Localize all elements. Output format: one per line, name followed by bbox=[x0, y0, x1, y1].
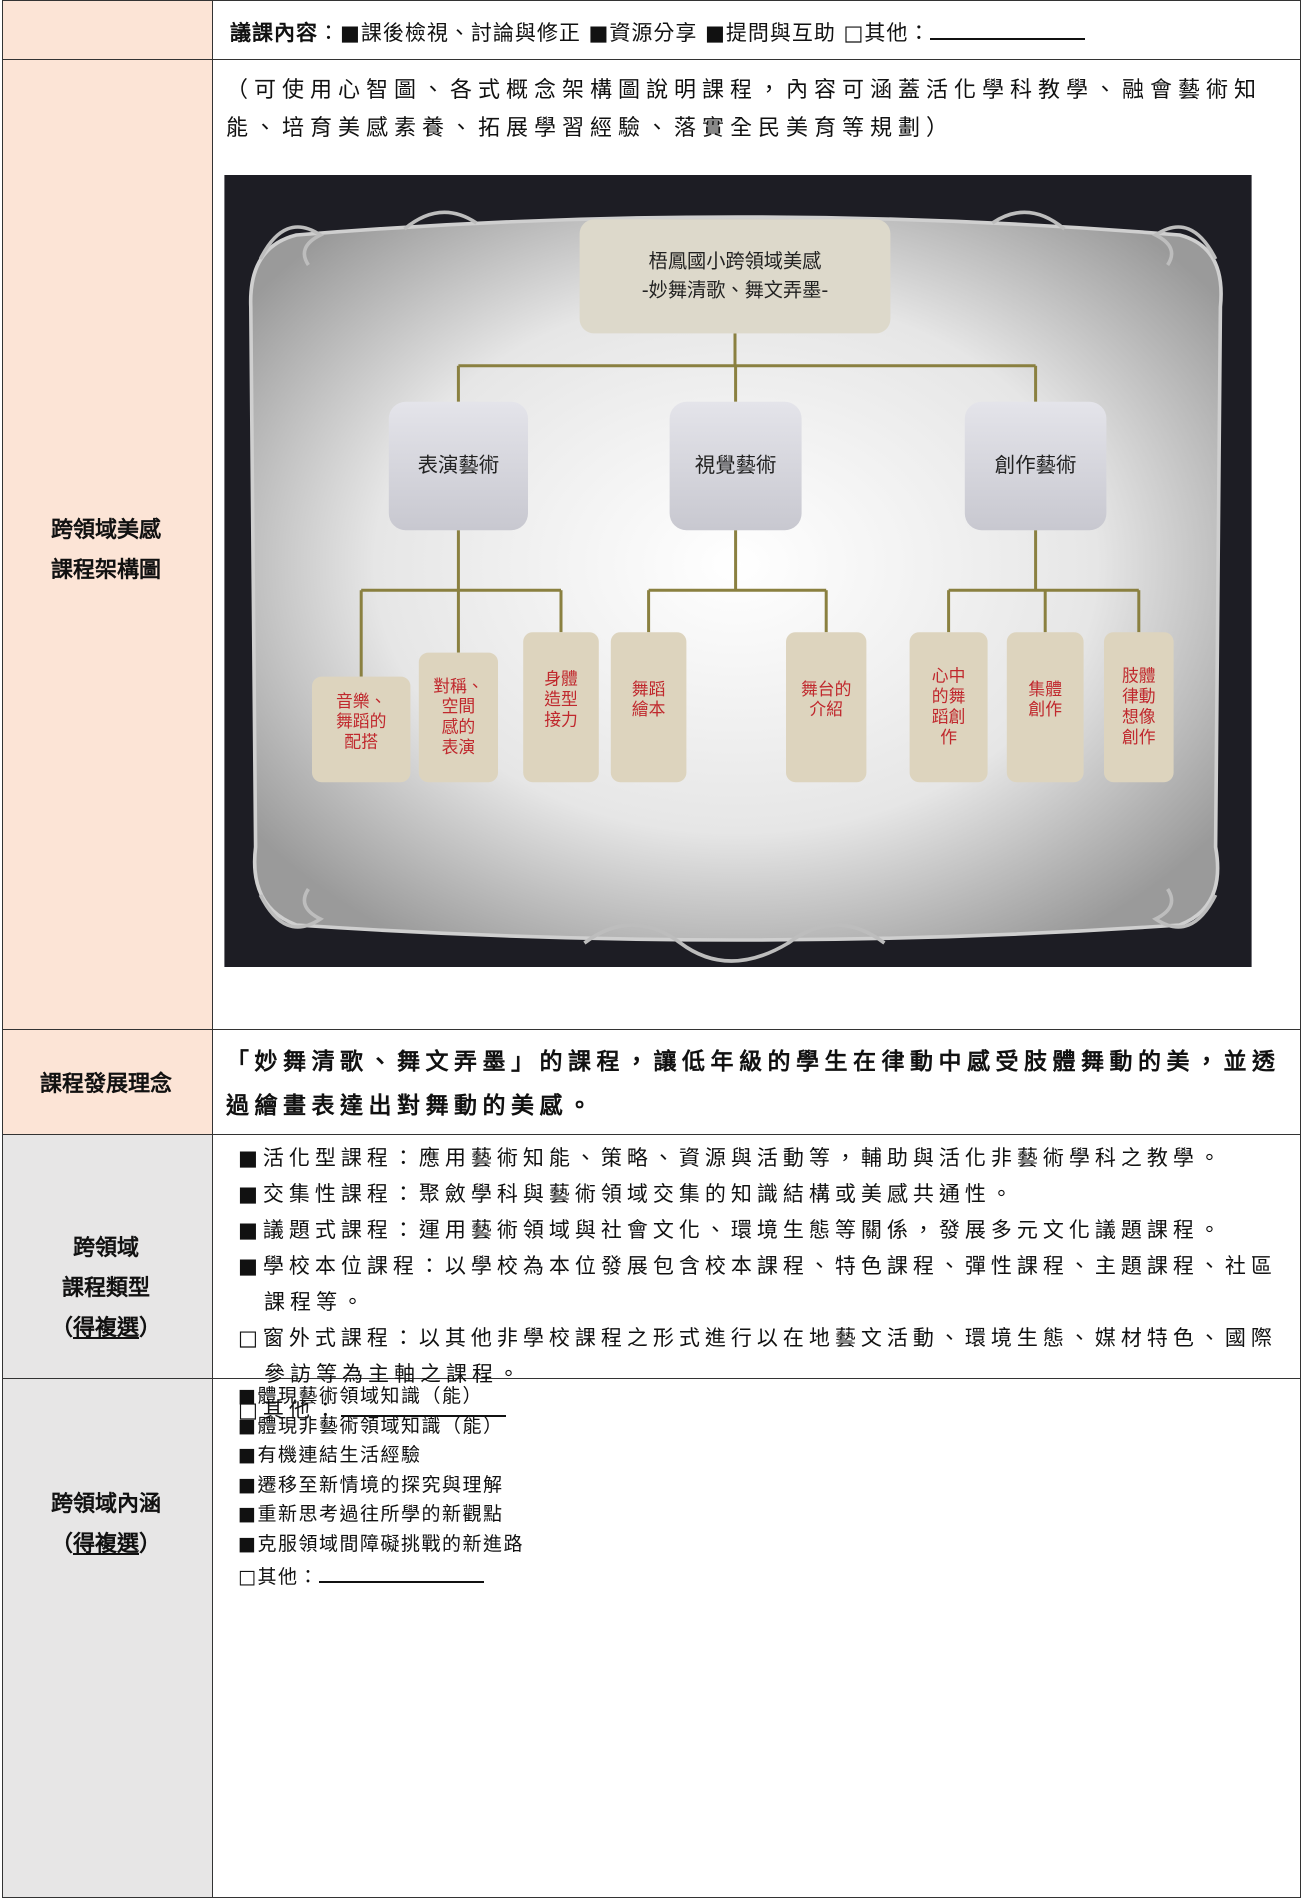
note-part: 得複選 bbox=[72, 1531, 139, 1557]
other-item: □其他： bbox=[238, 1559, 1296, 1593]
leaf-text: 肢體 bbox=[1122, 666, 1156, 686]
blank-line bbox=[318, 1559, 484, 1583]
root-box bbox=[579, 219, 891, 334]
branch-label: 視覺藝術 bbox=[695, 453, 777, 477]
framework-label: 跨領域美感課程架構圖 bbox=[0, 510, 212, 590]
leaf-box bbox=[1104, 632, 1174, 783]
label-line: 跨領域美感 bbox=[50, 517, 161, 543]
label-cell bbox=[2, 1029, 213, 1135]
label-cell bbox=[2, 1134, 213, 1379]
list-item: ■重新思考過往所學的新觀點 bbox=[238, 1503, 504, 1525]
leaf-text: 介紹 bbox=[809, 699, 843, 719]
leaf-box bbox=[418, 652, 498, 783]
root-text: 梧鳳國小跨領域美感 bbox=[649, 250, 822, 273]
leaf-box bbox=[786, 632, 867, 783]
list-item: ■活化型課程：應用藝術知能、策略、資源與活動等，輔助與活化非藝術學科之教學。 bbox=[238, 1146, 1225, 1170]
root-text: -妙舞清歌、舞文弄墨- bbox=[642, 278, 829, 301]
leaf-box bbox=[610, 632, 687, 783]
other-item: □其他： bbox=[238, 1392, 1296, 1428]
leaf-text: 造型 bbox=[544, 689, 578, 709]
branch-label: 表演藝術 bbox=[418, 453, 500, 477]
leaf-text: 音樂、 bbox=[336, 691, 386, 711]
leaf-box bbox=[1006, 632, 1084, 783]
blank-line bbox=[340, 1393, 506, 1417]
leaf-text: 的舞 bbox=[932, 686, 966, 706]
list-item: ■體現非藝術領域知識（能） bbox=[238, 1414, 504, 1437]
leaf-text: 作 bbox=[940, 727, 957, 747]
note-part: （ bbox=[50, 1315, 73, 1341]
leaf-text: 舞蹈的 bbox=[336, 711, 386, 731]
leaf-box bbox=[909, 632, 988, 783]
list-item: ■交集性課程：聚斂學科與藝術領域交集的知識結構或美感共通性。 bbox=[238, 1182, 1017, 1206]
branch-box bbox=[964, 401, 1107, 531]
label-line: 跨領域內涵 bbox=[50, 1491, 161, 1517]
leaf-text: 配搭 bbox=[344, 732, 378, 752]
blank-line bbox=[930, 16, 1086, 40]
list-item: ■克服領域間障礙挑戰的新進路 bbox=[238, 1532, 524, 1555]
discussion-items: ：■課後檢視、討論與修正 ■資源分享 ■提問與互助 □其他： bbox=[318, 21, 931, 45]
note-part: （ bbox=[50, 1531, 73, 1557]
leaf-text: 想像 bbox=[1122, 706, 1156, 726]
list-item: ■遷移至新情境的探究與理解 bbox=[238, 1473, 504, 1496]
list-item: ■學校本位課程：以學校為本位發展包含校本課程、特色課程、彈性課程、主題課程、社區… bbox=[238, 1254, 1277, 1314]
leaf-text: 繪本 bbox=[632, 699, 666, 719]
label-note: （得複選） bbox=[0, 1308, 212, 1348]
leaf-text: 集體 bbox=[1028, 679, 1062, 699]
label-note: （得複選） bbox=[0, 1524, 212, 1564]
leaf-text: 創作 bbox=[1122, 727, 1156, 747]
leaf-text: 表演 bbox=[442, 737, 476, 757]
list-item: □窗外式課程：以其他非學校課程之形式進行以在地藝文活動、環境生態、媒材特色、國際… bbox=[238, 1326, 1277, 1386]
other-text: □其他： bbox=[238, 1398, 341, 1422]
branch-label: 創作藝術 bbox=[995, 453, 1077, 477]
leaf-box bbox=[312, 676, 411, 783]
leaf-text: 心中 bbox=[932, 666, 966, 686]
philosophy-text: 「妙舞清歌、舞文弄墨」的課程，讓低年級的學生在律動中感受肢體舞動的美，並透過繪畫… bbox=[226, 1048, 1281, 1119]
framework-note: （可使用心智圖、各式概念架構圖說明課程，內容可涵蓋活化學科教學、融會藝術知能、培… bbox=[226, 78, 1263, 141]
other-text: □其他： bbox=[238, 1566, 319, 1588]
course-types-label: 跨領域課程類型 （得複選） bbox=[0, 1228, 212, 1348]
leaf-text: 對稱、 bbox=[433, 676, 483, 696]
ornaments bbox=[258, 210, 1218, 963]
branch-box bbox=[388, 401, 528, 531]
leaf-text: 律動 bbox=[1122, 686, 1156, 706]
list-item: ■議題式課程：運用藝術領域與社會文化、環境生態等關係，發展多元文化議題課程。 bbox=[238, 1218, 1225, 1242]
philosophy-label: 課程發展理念 bbox=[39, 1071, 172, 1097]
list-item: ■體現藝術領域知識（能） bbox=[238, 1385, 483, 1407]
label-line: 課程架構圖 bbox=[50, 557, 161, 583]
leaf-text: 空間 bbox=[442, 696, 476, 716]
leaf-text: 舞蹈 bbox=[632, 679, 666, 699]
note-part: ） bbox=[139, 1531, 162, 1557]
discussion-line: 議課內容：■課後檢視、討論與修正 ■資源分享 ■提問與互助 □其他： bbox=[230, 16, 1086, 47]
leaf-text: 舞台的 bbox=[801, 679, 851, 699]
leaf-text: 接力 bbox=[544, 709, 578, 729]
label-cell bbox=[2, 0, 213, 60]
leaf-text: 蹈創 bbox=[932, 706, 966, 726]
connotation-list: ■體現藝術領域知識（能） ■體現非藝術領域知識（能） ■有機連結生活經驗 ■遷移至新情… bbox=[238, 1382, 1296, 1593]
course-types-list: ■活化型課程：應用藝術知能、策略、資源與活動等，輔助與活化非藝術學科之教學。 ■交… bbox=[238, 1140, 1296, 1428]
leaf-text: 創作 bbox=[1028, 699, 1062, 719]
label-line: 跨領域 bbox=[72, 1235, 139, 1261]
note-part: ） bbox=[139, 1315, 162, 1341]
label-line: 課程類型 bbox=[61, 1275, 150, 1301]
leaf-box bbox=[523, 632, 599, 783]
note-part: 得複選 bbox=[72, 1315, 139, 1341]
label-cell bbox=[2, 1378, 213, 1898]
leaf-text: 感的 bbox=[442, 717, 476, 737]
discussion-title: 議課內容 bbox=[230, 20, 318, 45]
connotation-label: 跨領域內涵 （得複選） bbox=[0, 1484, 212, 1564]
list-item: ■有機連結生活經驗 bbox=[238, 1444, 422, 1466]
branch-box bbox=[669, 401, 802, 531]
leaf-text: 身體 bbox=[544, 669, 578, 689]
